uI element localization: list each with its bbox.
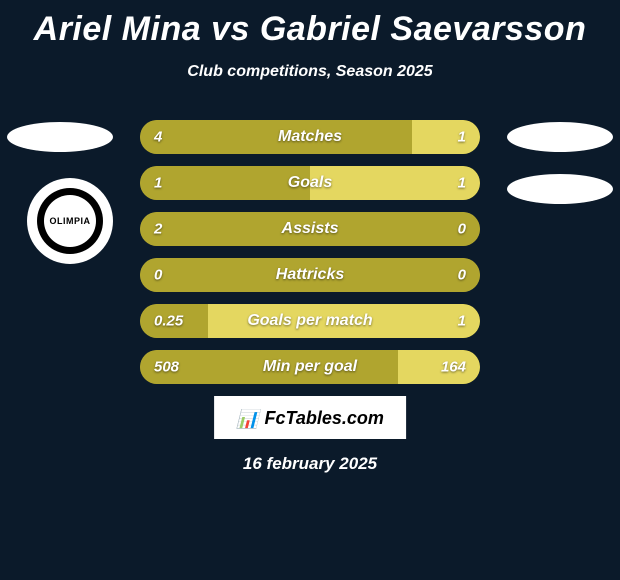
stat-value-left: 0.25 — [154, 313, 183, 330]
stat-value-right: 1 — [458, 129, 466, 146]
stat-value-left: 0 — [154, 267, 162, 284]
stat-value-right: 1 — [458, 175, 466, 192]
stat-value-right: 0 — [458, 267, 466, 284]
stat-metric-label: Assists — [282, 220, 339, 238]
brand-box[interactable]: 📊 FcTables.com — [214, 396, 406, 439]
subtitle: Club competitions, Season 2025 — [0, 63, 620, 81]
club-right-badge-placeholder — [507, 174, 613, 204]
stat-bar-right — [398, 350, 480, 384]
stat-metric-label: Goals per match — [247, 312, 372, 330]
stat-row: 0 0 Hattricks — [140, 258, 480, 292]
stat-metric-label: Matches — [278, 128, 342, 146]
stat-row: 2 0 Assists — [140, 212, 480, 246]
club-left-badge: OLIMPIA — [27, 178, 113, 264]
date-text: 16 february 2025 — [243, 454, 377, 474]
stat-value-left: 1 — [154, 175, 162, 192]
stat-metric-label: Goals — [288, 174, 332, 192]
page-title: Ariel Mina vs Gabriel Saevarsson — [0, 0, 620, 49]
stat-bar-left — [140, 166, 310, 200]
stat-value-right: 0 — [458, 221, 466, 238]
stat-row: 0.25 1 Goals per match — [140, 304, 480, 338]
club-left-badge-inner: OLIMPIA — [37, 188, 103, 254]
stat-row: 508 164 Min per goal — [140, 350, 480, 384]
stat-metric-label: Hattricks — [276, 266, 344, 284]
stat-bar-right — [412, 120, 480, 154]
stat-bar-right — [310, 166, 480, 200]
stat-value-left: 508 — [154, 359, 179, 376]
stat-row: 1 1 Goals — [140, 166, 480, 200]
stat-value-right: 164 — [441, 359, 466, 376]
player-left-avatar-placeholder — [7, 122, 113, 152]
stat-metric-label: Min per goal — [263, 358, 357, 376]
player-right-avatar-placeholder — [507, 122, 613, 152]
comparison-bars: 4 1 Matches 1 1 Goals 2 0 Assists 0 0 Hattricks 0.25… — [140, 120, 480, 396]
chart-icon: 📊 — [236, 410, 258, 428]
stat-value-left: 2 — [154, 221, 162, 238]
club-left-badge-text: OLIMPIA — [50, 216, 91, 226]
stat-row: 4 1 Matches — [140, 120, 480, 154]
brand-text: FcTables.com — [265, 408, 384, 429]
stat-bar-left — [140, 120, 412, 154]
stat-value-left: 4 — [154, 129, 162, 146]
stat-value-right: 1 — [458, 313, 466, 330]
